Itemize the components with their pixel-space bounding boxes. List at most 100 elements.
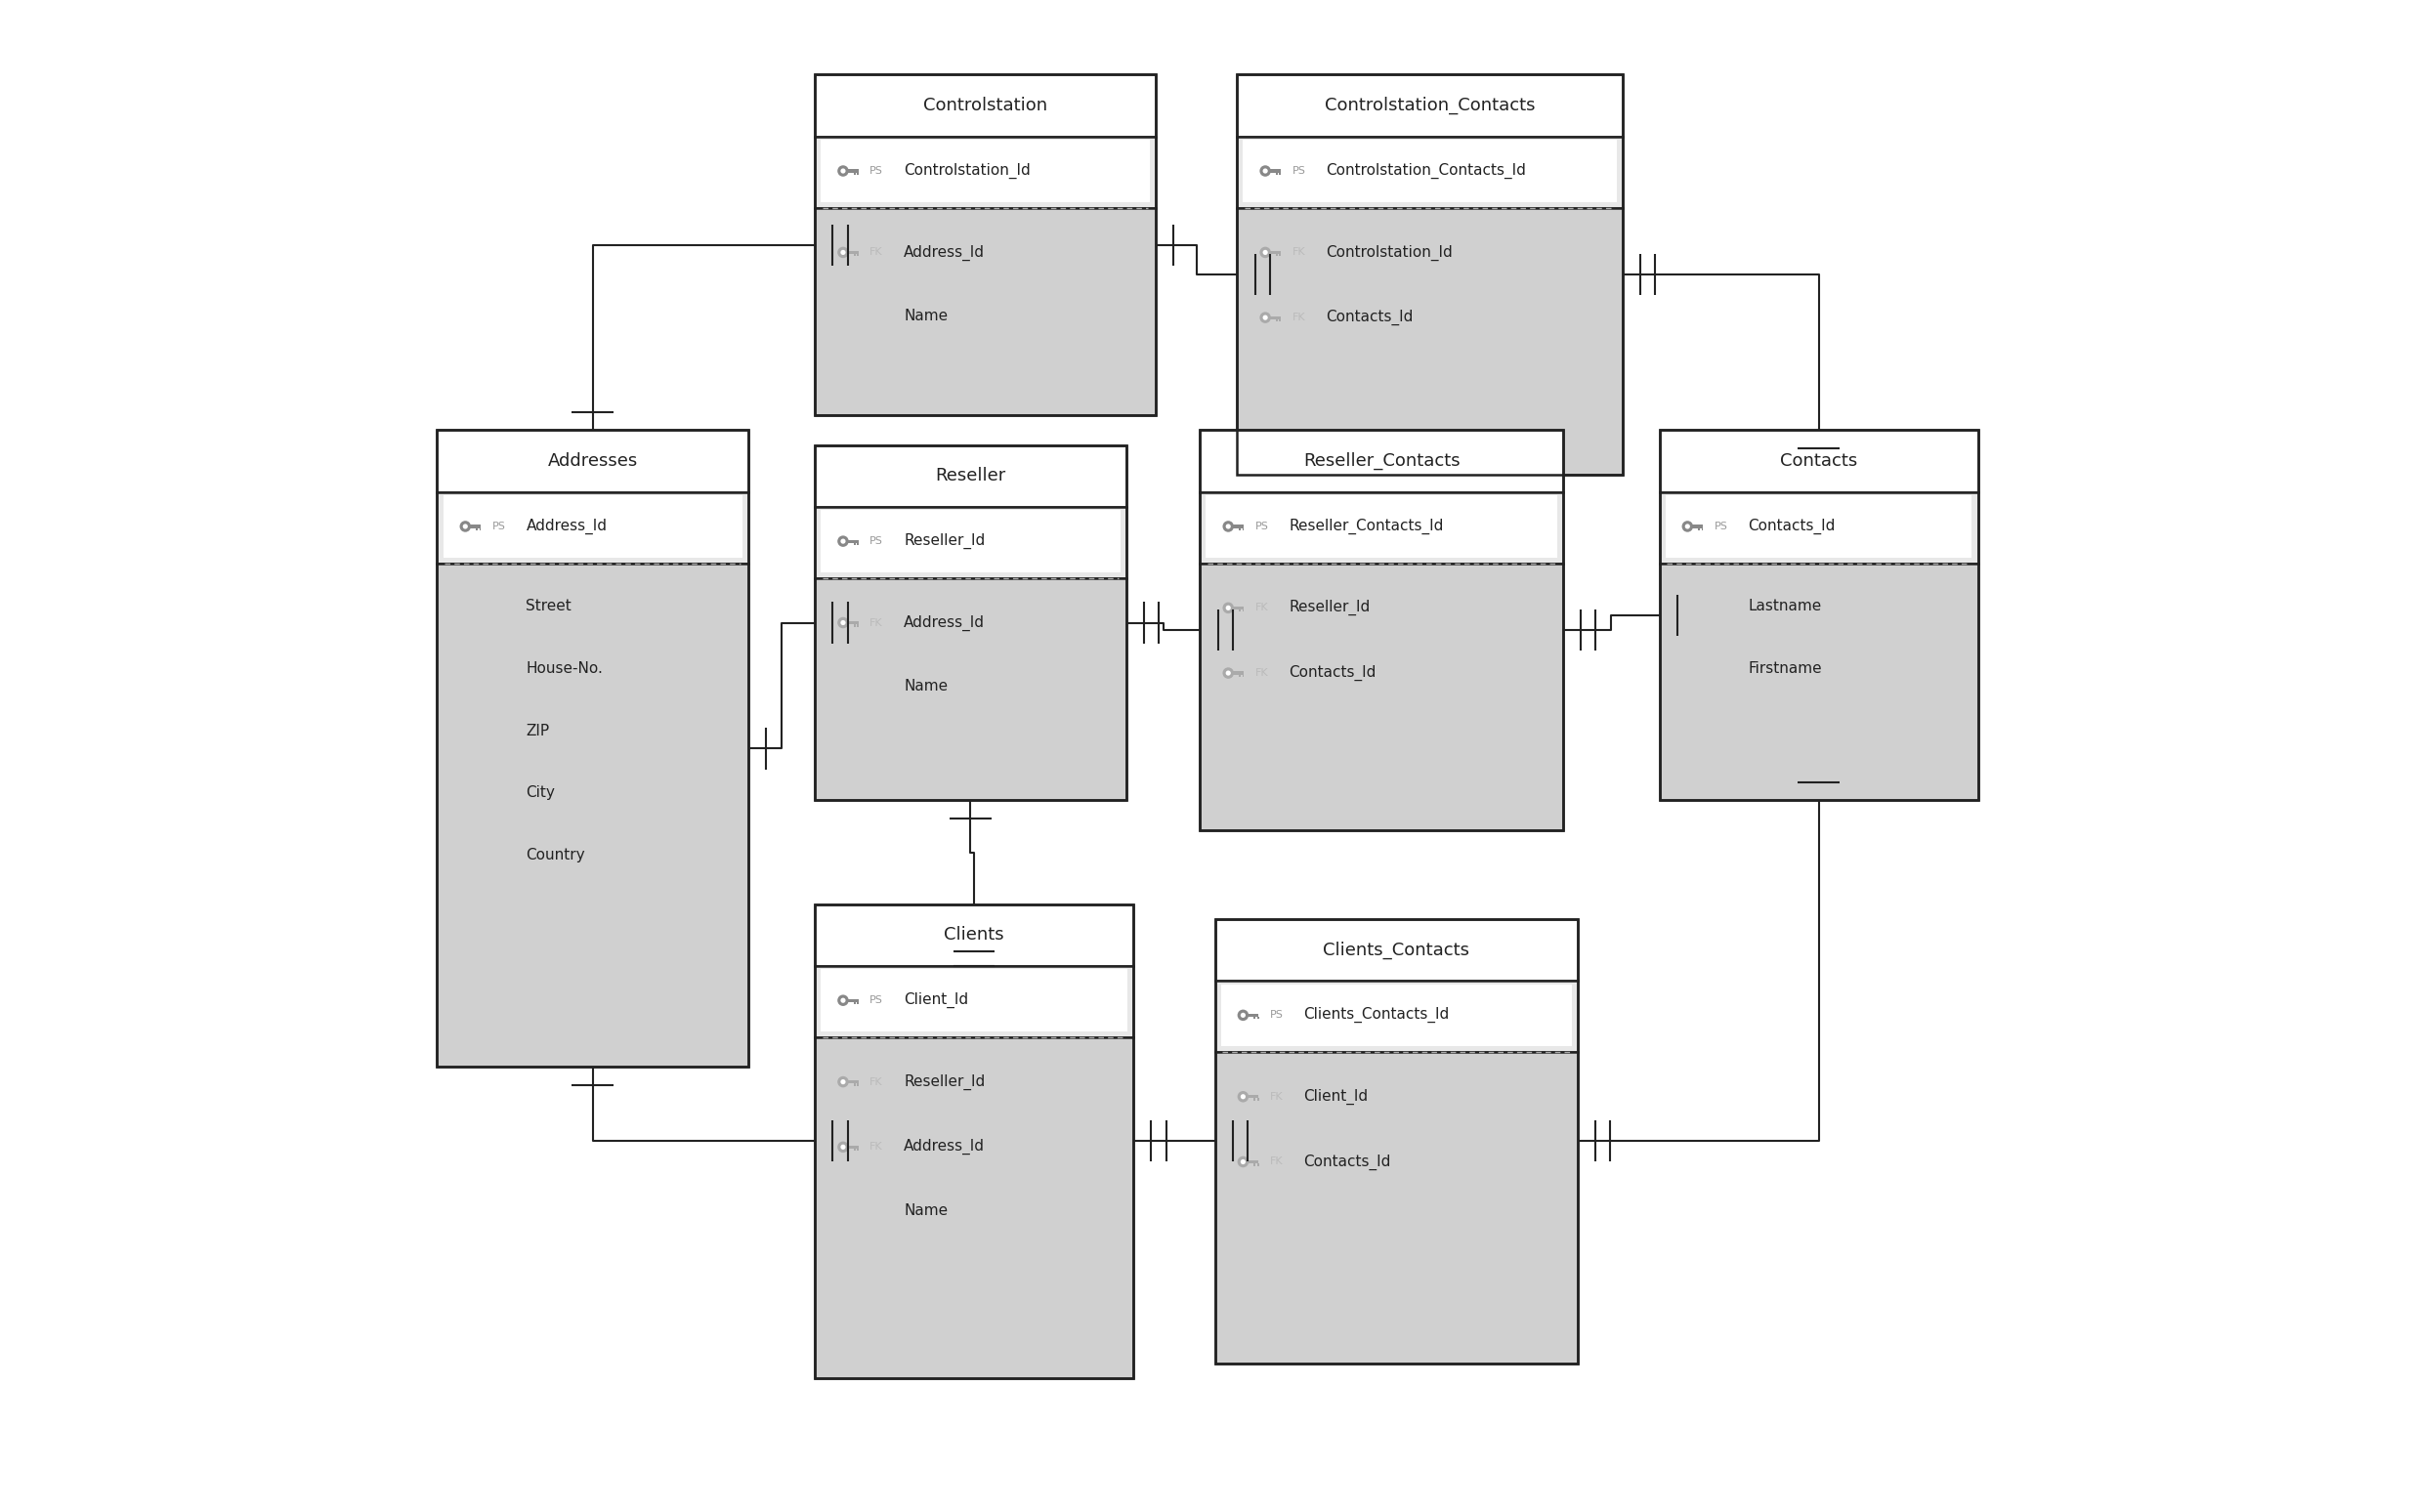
Circle shape (1261, 246, 1270, 259)
Bar (1659, 429, 1978, 493)
Circle shape (1686, 523, 1690, 529)
Bar (1236, 209, 1623, 475)
Bar (1205, 496, 1558, 558)
Bar (848, 540, 860, 543)
Bar (814, 507, 1125, 578)
Circle shape (1227, 605, 1232, 611)
Bar (814, 209, 1157, 416)
Bar (1232, 671, 1244, 674)
Text: Controlstation_Contacts_Id: Controlstation_Contacts_Id (1326, 163, 1526, 178)
Text: Reseller: Reseller (935, 467, 1005, 485)
Bar (821, 510, 1121, 573)
Text: ZIP: ZIP (526, 724, 551, 738)
Circle shape (838, 246, 848, 259)
Bar (1249, 1095, 1258, 1098)
Text: PS: PS (493, 522, 505, 531)
Bar (437, 429, 749, 493)
Circle shape (840, 168, 845, 174)
Text: Reseller_Contacts: Reseller_Contacts (1304, 452, 1461, 470)
Bar (1200, 429, 1563, 830)
Bar (821, 139, 1150, 203)
Text: Address_Id: Address_Id (903, 245, 985, 260)
Circle shape (838, 1077, 848, 1087)
Bar (821, 969, 1128, 1031)
Text: FK: FK (869, 618, 884, 627)
Circle shape (464, 523, 469, 529)
Bar (814, 445, 1125, 507)
Bar (471, 525, 481, 528)
Text: FK: FK (869, 1142, 884, 1152)
Bar (848, 251, 860, 254)
Bar (814, 74, 1157, 416)
Text: Contacts_Id: Contacts_Id (1748, 519, 1835, 534)
Text: City: City (526, 786, 555, 800)
Text: Controlstation_Contacts: Controlstation_Contacts (1323, 97, 1536, 115)
Bar (1215, 981, 1577, 1052)
Text: Contacts_Id: Contacts_Id (1304, 1154, 1391, 1170)
Text: Controlstation: Controlstation (923, 97, 1048, 115)
Circle shape (838, 535, 848, 547)
Circle shape (1222, 667, 1234, 679)
Text: Firstname: Firstname (1748, 661, 1821, 676)
Text: Reseller_Id: Reseller_Id (1290, 600, 1369, 615)
Text: PS: PS (1270, 1010, 1282, 1021)
Text: FK: FK (1292, 313, 1304, 322)
Bar (1215, 919, 1577, 981)
Bar (1244, 139, 1616, 203)
Text: PS: PS (869, 166, 884, 175)
Circle shape (840, 620, 845, 626)
Text: FK: FK (1270, 1157, 1282, 1167)
Text: Controlstation_Id: Controlstation_Id (903, 163, 1031, 178)
Text: PS: PS (1715, 522, 1727, 531)
Circle shape (840, 1080, 845, 1084)
Text: Address_Id: Address_Id (526, 519, 606, 534)
Bar (814, 578, 1125, 800)
Bar (1666, 496, 1973, 558)
Text: Country: Country (526, 848, 584, 862)
Bar (1215, 1052, 1577, 1364)
Circle shape (1222, 520, 1234, 532)
Circle shape (1261, 165, 1270, 177)
Bar (1236, 74, 1623, 138)
Circle shape (1236, 1092, 1249, 1102)
Bar (1200, 493, 1563, 564)
Bar (1232, 606, 1244, 609)
Bar (442, 496, 741, 558)
Bar (1249, 1160, 1258, 1163)
Text: FK: FK (1292, 248, 1304, 257)
Text: Clients: Clients (944, 927, 1005, 943)
Bar (437, 564, 749, 1067)
Text: FK: FK (1270, 1092, 1282, 1102)
Text: FK: FK (1256, 603, 1268, 612)
Circle shape (838, 165, 848, 177)
Bar (848, 1080, 860, 1084)
Circle shape (840, 538, 845, 544)
Bar (814, 1037, 1133, 1377)
Text: Client_Id: Client_Id (1304, 1089, 1369, 1105)
Bar (1200, 429, 1563, 493)
Bar (814, 966, 1133, 1037)
Bar (1232, 525, 1244, 528)
Bar (848, 1146, 860, 1149)
Circle shape (1681, 520, 1693, 532)
Circle shape (840, 249, 845, 256)
Circle shape (838, 995, 848, 1005)
Bar (1222, 984, 1572, 1046)
Circle shape (1241, 1013, 1246, 1018)
Text: Name: Name (903, 308, 949, 324)
Circle shape (1261, 311, 1270, 324)
Text: Contacts_Id: Contacts_Id (1290, 665, 1377, 680)
Bar (1249, 1013, 1258, 1016)
Text: Reseller_Id: Reseller_Id (903, 1074, 985, 1090)
Text: PS: PS (869, 995, 884, 1005)
Text: PS: PS (1292, 166, 1307, 175)
Bar (814, 445, 1125, 800)
Bar (814, 904, 1133, 966)
Text: Addresses: Addresses (548, 452, 638, 470)
Bar (1236, 138, 1623, 209)
Bar (1659, 429, 1978, 800)
Bar (814, 138, 1157, 209)
Text: FK: FK (869, 248, 884, 257)
Bar (1236, 74, 1623, 475)
Circle shape (838, 617, 848, 629)
